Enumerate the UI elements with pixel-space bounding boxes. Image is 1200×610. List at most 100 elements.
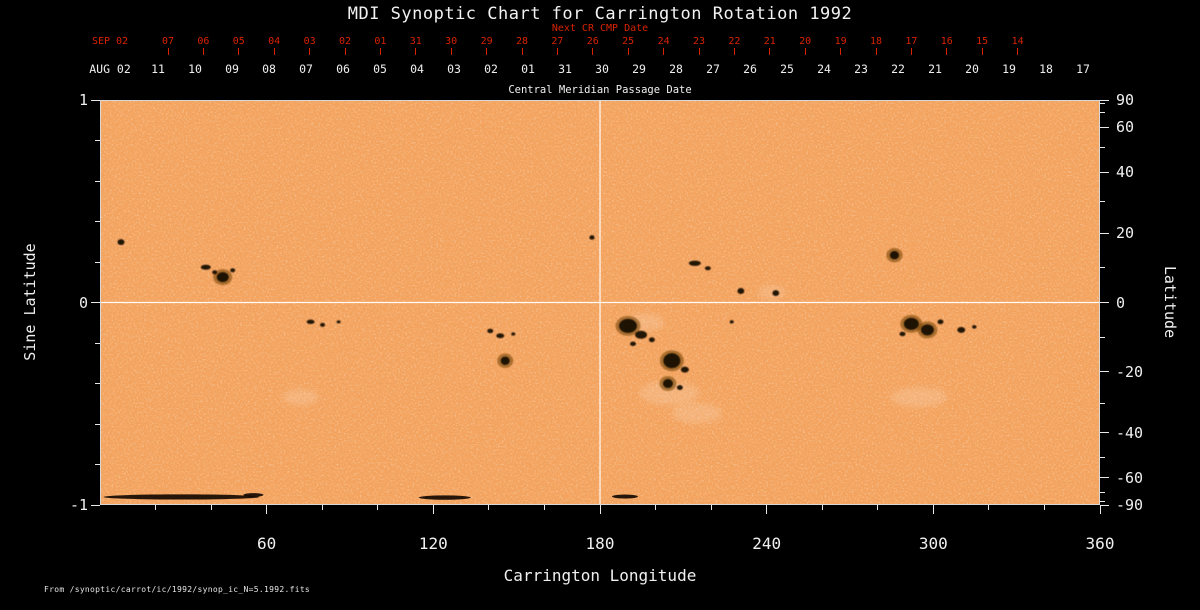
next-cr-date-label: 20 bbox=[799, 36, 812, 47]
next-cr-date-label: 18 bbox=[869, 36, 883, 47]
cmp-date-label: 24 bbox=[817, 62, 831, 76]
cmp-date-label: 03 bbox=[447, 62, 461, 76]
edge-band bbox=[418, 495, 471, 500]
bottom-axis-tick bbox=[599, 505, 601, 514]
cmp-date-label: 10 bbox=[188, 62, 202, 76]
bottom-axis-tick bbox=[1099, 505, 1101, 514]
sunspot bbox=[200, 264, 211, 270]
central-meridian-passage-label: Central Meridian Passage Date bbox=[508, 84, 692, 96]
cmp-date-label: 21 bbox=[928, 62, 942, 76]
cmp-date-label: 11 bbox=[151, 62, 165, 76]
sunspot bbox=[663, 353, 681, 369]
next-cr-date-label: 01 bbox=[374, 36, 387, 47]
sunspot bbox=[336, 320, 341, 324]
cmp-date-axis: AUG 02 11 10 09 08 07 06 05 04 03 02 01 31 30 29 28 27 2… bbox=[0, 62, 1200, 76]
right-tick-label: -90 bbox=[1116, 496, 1144, 514]
bottom-axis-minor-tick bbox=[1043, 505, 1045, 510]
right-axis-minor-tick bbox=[1100, 492, 1105, 494]
next-cr-date-label: 21 bbox=[763, 36, 776, 47]
bottom-axis-minor-tick bbox=[488, 505, 490, 510]
bottom-axis-tick bbox=[266, 505, 268, 514]
cmp-date-label: 06 bbox=[336, 62, 350, 76]
next-cr-date-label: 28 bbox=[515, 36, 529, 47]
cmp-date-label: 18 bbox=[1039, 62, 1053, 76]
right-tick-label: -20 bbox=[1116, 362, 1144, 381]
right-axis-minor-tick bbox=[1100, 337, 1105, 339]
edge-band-layer bbox=[103, 493, 638, 500]
red-axis-tick bbox=[556, 48, 558, 55]
red-axis-tick bbox=[663, 48, 665, 55]
cmp-date-label: 07 bbox=[299, 62, 313, 76]
red-axis-tick bbox=[450, 48, 452, 55]
next-cr-date-label: 19 bbox=[834, 36, 847, 47]
red-axis-tick bbox=[415, 48, 417, 55]
left-axis-tick bbox=[91, 504, 100, 506]
red-axis-tick bbox=[698, 48, 700, 55]
left-tick-label: 0 bbox=[78, 293, 88, 312]
sunspot bbox=[688, 260, 701, 266]
sunspot bbox=[680, 366, 689, 373]
right-tick-label: 20 bbox=[1116, 224, 1135, 243]
right-axis-minor-tick bbox=[1100, 403, 1105, 405]
next-cr-date-label: 03 bbox=[303, 36, 316, 47]
right-axis-minor-tick bbox=[1100, 457, 1105, 459]
bottom-tick-label: 180 bbox=[585, 534, 615, 553]
facula-patch bbox=[890, 387, 947, 408]
red-axis-tick bbox=[981, 48, 983, 55]
cmp-date-label: 22 bbox=[891, 62, 905, 76]
cmp-date-label: 26 bbox=[743, 62, 757, 76]
next-cr-date-label: 17 bbox=[905, 36, 918, 47]
right-tick-label: -60 bbox=[1116, 468, 1144, 487]
right-axis-tick bbox=[1100, 99, 1109, 101]
sunspot bbox=[899, 331, 906, 337]
right-axis-minor-tick bbox=[1100, 146, 1105, 148]
bottom-axis-tick bbox=[932, 505, 934, 514]
cmp-date-label: 02 bbox=[484, 62, 498, 76]
cmp-date-label: 01 bbox=[521, 62, 535, 76]
cmp-date-label: 20 bbox=[965, 62, 979, 76]
next-cr-date-label: 16 bbox=[940, 36, 953, 47]
next-cr-date-label: 26 bbox=[586, 36, 599, 47]
right-axis-minor-tick bbox=[1100, 200, 1105, 202]
sunspot-layer bbox=[117, 235, 977, 390]
cmp-date-label: 27 bbox=[706, 62, 720, 76]
next-cr-date-label: 02 bbox=[338, 36, 352, 47]
sine-latitude-axis-label: Sine Latitude bbox=[21, 243, 39, 361]
next-cr-date-label: 04 bbox=[268, 36, 281, 47]
red-axis-tick bbox=[344, 48, 346, 55]
right-axis-minor-tick bbox=[1100, 111, 1105, 113]
faculae-layer bbox=[282, 285, 947, 424]
latitude-axis-label: Latitude bbox=[1161, 265, 1179, 339]
sunspot bbox=[772, 290, 780, 297]
sunspot bbox=[957, 326, 966, 333]
sunspot bbox=[889, 250, 900, 260]
red-axis-tick bbox=[486, 48, 488, 55]
cmp-date-label: 04 bbox=[410, 62, 424, 76]
cmp-date-label: 30 bbox=[595, 62, 609, 76]
red-axis-tick bbox=[804, 48, 806, 55]
bottom-tick-label: 240 bbox=[752, 534, 782, 553]
chart-title: MDI Synoptic Chart for Carrington Rotati… bbox=[347, 4, 853, 24]
synoptic-map bbox=[101, 101, 1099, 504]
sunspot bbox=[662, 379, 673, 388]
cmp-date-label: 08 bbox=[262, 62, 276, 76]
left-tick-label: -1 bbox=[69, 496, 88, 514]
next-cr-date-label: 30 bbox=[445, 36, 458, 47]
red-axis-tick bbox=[238, 48, 240, 55]
sunspot bbox=[589, 235, 595, 240]
sunspot bbox=[487, 328, 494, 334]
bottom-tick-label: 60 bbox=[257, 534, 277, 553]
sunspot bbox=[117, 239, 125, 246]
bottom-tick-label: 300 bbox=[918, 534, 948, 553]
red-axis-tick bbox=[910, 48, 912, 55]
sunspot bbox=[704, 266, 711, 271]
next-cr-date-label: 29 bbox=[480, 36, 493, 47]
cmp-date-label: 31 bbox=[558, 62, 572, 76]
right-tick-label: -40 bbox=[1116, 423, 1144, 442]
sunspot bbox=[903, 317, 919, 330]
next-cr-date-label: 22 bbox=[728, 36, 741, 47]
bottom-axis-minor-tick bbox=[988, 505, 990, 510]
bottom-axis-minor-tick bbox=[210, 505, 212, 510]
bottom-axis-minor-tick bbox=[377, 505, 379, 510]
next-cr-date-label: 27 bbox=[551, 36, 564, 47]
